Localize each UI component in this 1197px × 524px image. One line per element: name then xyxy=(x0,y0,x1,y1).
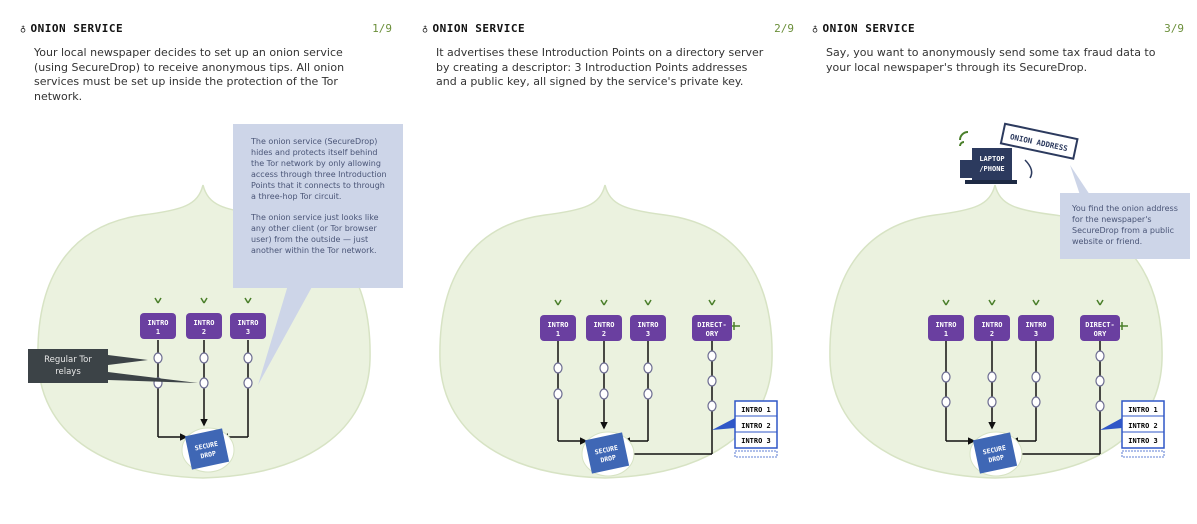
svg-text:1: 1 xyxy=(944,330,948,338)
svg-text:3: 3 xyxy=(246,328,250,336)
intro-node-1: INTRO 1 xyxy=(140,297,176,339)
svg-text:DROP: DROP xyxy=(600,453,617,464)
info-callout: The onion service (SecureDrop) hides and… xyxy=(233,124,403,288)
intro-node-3: INTRO 3 xyxy=(630,299,666,341)
svg-text:3: 3 xyxy=(646,330,650,338)
directory-node: DIRECT- ORY xyxy=(1080,299,1128,341)
svg-text:INTRO: INTRO xyxy=(981,321,1002,329)
info-callout: You find the onion address for the newsp… xyxy=(1060,193,1190,259)
panel-title: ♁ ONION SERVICE xyxy=(20,22,124,35)
intro-node-2: INTRO 2 xyxy=(186,297,222,339)
intro-node-3: INTRO 3 xyxy=(1018,299,1054,341)
descriptor-box: INTRO 1 INTRO 2 INTRO 3 xyxy=(734,400,778,458)
svg-text:LAPTOP: LAPTOP xyxy=(979,155,1004,163)
securedrop-node: SECURE DROP xyxy=(581,431,635,477)
svg-text:/PHONE: /PHONE xyxy=(979,165,1004,173)
svg-text:2: 2 xyxy=(990,330,994,338)
panel-title: ♁ ONION SERVICE xyxy=(422,22,526,35)
panel-description: Say, you want to anonymously send some t… xyxy=(826,46,1156,74)
svg-text:INTRO: INTRO xyxy=(193,319,214,327)
relay-label: Regular Tor relays xyxy=(28,349,108,383)
svg-text:1: 1 xyxy=(156,328,160,336)
intro-node-2: INTRO 2 xyxy=(586,299,622,341)
panel-description: Your local newspaper decides to set up a… xyxy=(34,46,345,103)
svg-text:1: 1 xyxy=(556,330,560,338)
svg-text:INTRO 3: INTRO 3 xyxy=(1128,437,1158,445)
page-number: 2/9 xyxy=(774,22,794,35)
intro-node-1: INTRO 1 xyxy=(540,299,576,341)
intro-node-2: INTRO 2 xyxy=(974,299,1010,341)
svg-text:ORY: ORY xyxy=(1094,330,1107,338)
onion-address-tag: ONION ADDRESS xyxy=(999,122,1079,160)
svg-text:INTRO: INTRO xyxy=(237,319,258,327)
svg-text:INTRO 3: INTRO 3 xyxy=(741,437,771,445)
svg-text:ORY: ORY xyxy=(706,330,719,338)
panel-2: ♁ ONION SERVICE 2/9 It advertises these I… xyxy=(410,0,800,524)
svg-text:INTRO 2: INTRO 2 xyxy=(741,422,771,430)
diagram-3: INTRO 1 INTRO 2 INTRO 3 DIRECT- ORY SECU… xyxy=(829,122,1165,479)
svg-text:INTRO: INTRO xyxy=(147,319,168,327)
svg-text:INTRO 1: INTRO 1 xyxy=(741,406,771,414)
directory-node: DIRECT- ORY xyxy=(692,299,740,341)
panel-title: ♁ ONION SERVICE xyxy=(812,22,916,35)
onion-icon: ♁ xyxy=(422,24,429,35)
page-number: 3/9 xyxy=(1164,22,1184,35)
descriptor-box: INTRO 1 INTRO 2 INTRO 3 xyxy=(1121,400,1165,458)
svg-text:INTRO: INTRO xyxy=(637,321,658,329)
svg-text:DROP: DROP xyxy=(200,449,217,460)
onion-icon: ♁ xyxy=(812,24,819,35)
svg-text:INTRO: INTRO xyxy=(593,321,614,329)
svg-text:3: 3 xyxy=(1034,330,1038,338)
svg-text:INTRO: INTRO xyxy=(1025,321,1046,329)
svg-text:DROP: DROP xyxy=(988,453,1005,464)
svg-text:DIRECT-: DIRECT- xyxy=(697,321,727,329)
intro-node-3: INTRO 3 xyxy=(230,297,266,339)
page-number: 1/9 xyxy=(372,22,392,35)
intro-node-1: INTRO 1 xyxy=(928,299,964,341)
panel-1: ♁ ONION SERVICE 1/9 Your local newspaper … xyxy=(8,0,403,524)
svg-text:INTRO: INTRO xyxy=(547,321,568,329)
securedrop-node: SECURE DROP xyxy=(181,427,235,473)
svg-text:2: 2 xyxy=(202,328,206,336)
svg-text:INTRO 1: INTRO 1 xyxy=(1128,406,1158,414)
svg-text:2: 2 xyxy=(602,330,606,338)
panel-3: ♁ ONION SERVICE 3/9 Say, you want to anon… xyxy=(800,0,1190,524)
securedrop-node: SECURE DROP xyxy=(969,431,1023,477)
laptop-icon: LAPTOP /PHONE xyxy=(959,131,1017,184)
svg-text:DIRECT-: DIRECT- xyxy=(1085,321,1115,329)
panel-description: It advertises these Introduction Points … xyxy=(436,46,764,88)
svg-text:INTRO: INTRO xyxy=(935,321,956,329)
diagram-2: INTRO 1 INTRO 2 INTRO 3 DIRECT- ORY SECU… xyxy=(439,184,778,479)
onion-icon: ♁ xyxy=(20,24,27,35)
svg-text:INTRO 2: INTRO 2 xyxy=(1128,422,1158,430)
